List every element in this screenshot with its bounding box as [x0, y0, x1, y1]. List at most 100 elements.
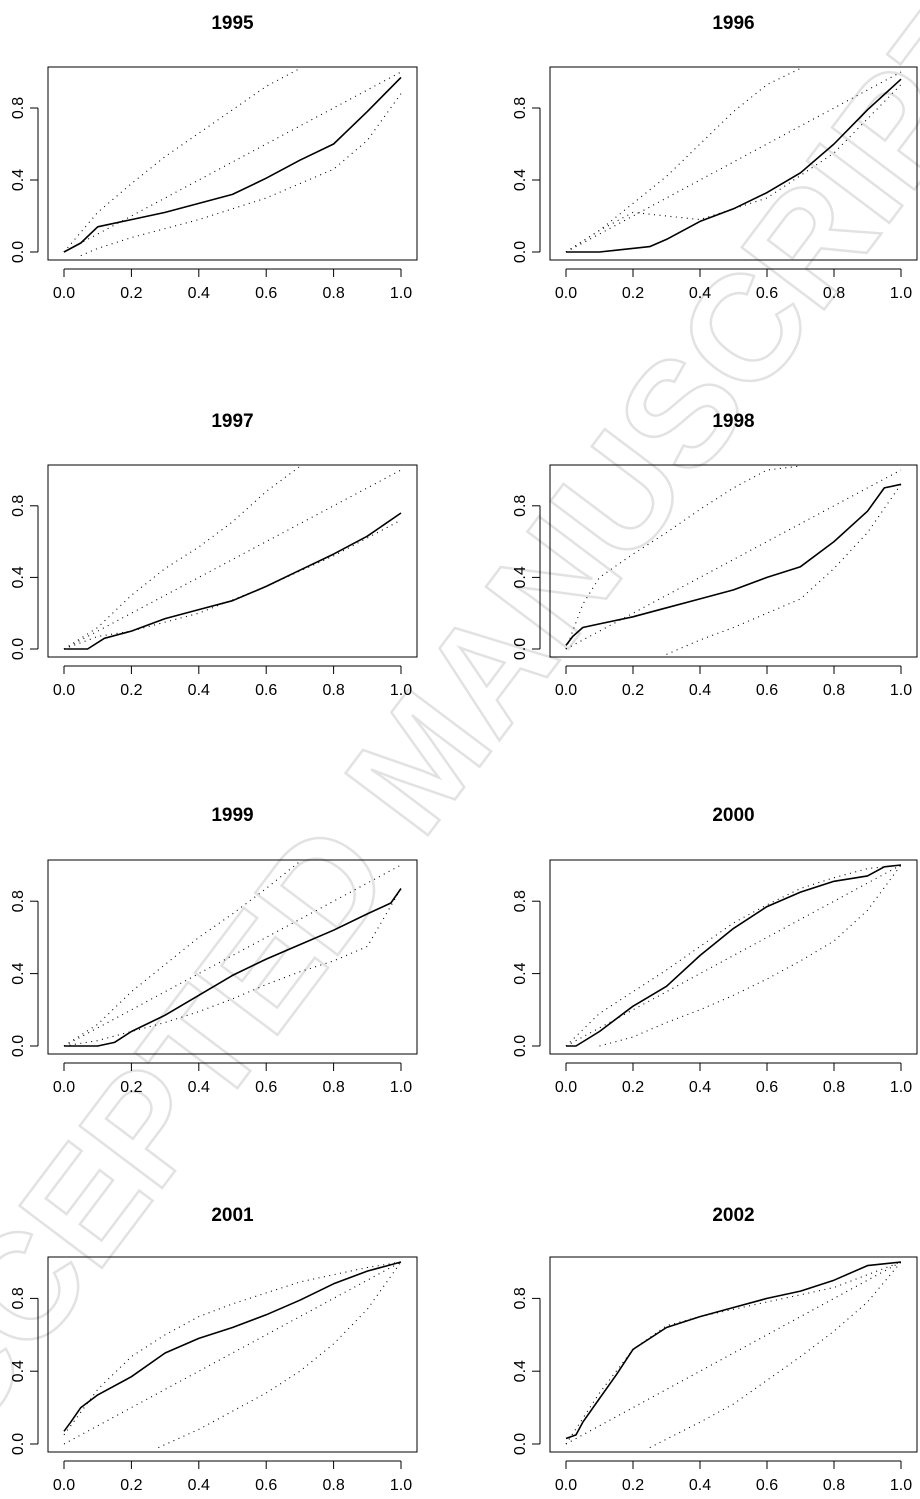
x-tick-label: 0.2 [120, 1477, 142, 1494]
x-tick-label: 0.2 [622, 1477, 644, 1494]
x-tick-label: 0.2 [622, 1079, 644, 1096]
series-line-estimate-0 [566, 864, 902, 1047]
series-line-band-1 [565, 1261, 902, 1445]
series-line-band-2 [63, 71, 402, 253]
x-tick-label: 0.4 [689, 1477, 711, 1494]
chart-panel-1998: 1998 0.0 0.2 0.4 0.6 0.8 1.0 0.0 0.4 0.8 [512, 411, 918, 699]
x-tick-label: 0.2 [622, 682, 644, 699]
y-tick-label: 0.8 [512, 890, 529, 912]
y-tick-label: 0.0 [10, 1035, 27, 1057]
x-tick-label: 0.0 [555, 682, 577, 699]
x-tick-label: 1.0 [390, 285, 412, 302]
x-tick-label: 0.0 [53, 1079, 75, 1096]
x-tick-label: 0.6 [255, 285, 277, 302]
y-tick-label: 0.8 [10, 97, 27, 119]
x-tick-label: 0.8 [823, 1477, 845, 1494]
series-line-band-3 [666, 483, 902, 655]
series-line-estimate-0 [565, 483, 902, 646]
plot-frame [549, 66, 918, 261]
x-tick-label: 0.8 [823, 682, 845, 699]
series-line-band-3 [599, 864, 902, 1047]
chart-panel-2001: 2001 0.0 0.2 0.4 0.6 0.8 1.0 0.0 0.4 0.8 [10, 1205, 418, 1494]
y-tick-label: 0.4 [10, 962, 27, 984]
chart-panel-1995: 1995 0.0 0.2 0.4 0.6 0.8 1.0 0.0 0.4 0.8 [10, 13, 418, 302]
x-tick-label: 0.4 [689, 682, 711, 699]
y-tick-label: 0.0 [512, 638, 529, 660]
x-tick-label: 0.2 [120, 1079, 142, 1096]
x-tick-label: 1.0 [390, 1477, 412, 1494]
y-tick-label: 0.4 [10, 169, 27, 191]
x-tick-label: 0.4 [689, 285, 711, 302]
y-tick-label: 0.0 [512, 1433, 529, 1455]
x-tick-label: 1.0 [890, 1477, 912, 1494]
plot-frame [47, 66, 418, 261]
x-tick-label: 0.0 [53, 1477, 75, 1494]
series-line-band-1 [565, 465, 801, 650]
y-tick-label: 0.4 [10, 1360, 27, 1382]
chart-panel-1999: 1999 0.0 0.2 0.4 0.6 0.8 1.0 0.0 0.4 0.8 [10, 805, 418, 1096]
x-tick-label: 1.0 [890, 285, 912, 302]
plot-frame [47, 859, 418, 1055]
y-tick-label: 0.4 [512, 169, 529, 191]
x-tick-label: 0.0 [555, 1477, 577, 1494]
x-tick-label: 0.4 [188, 285, 210, 302]
x-tick-label: 0.8 [322, 682, 344, 699]
x-tick-label: 0.6 [756, 682, 778, 699]
x-tick-label: 0.6 [255, 1079, 277, 1096]
x-tick-label: 0.0 [555, 285, 577, 302]
x-tick-label: 0.2 [120, 285, 142, 302]
series-line-band-3 [158, 1261, 402, 1449]
x-tick-label: 0.8 [322, 285, 344, 302]
x-tick-label: 1.0 [390, 682, 412, 699]
chart-panel-1997: 1997 0.0 0.2 0.4 0.6 0.8 1.0 0.0 0.4 0.8 [10, 411, 418, 699]
chart-title: 2000 [712, 805, 754, 826]
plot-frame [549, 1256, 918, 1453]
x-tick-label: 0.0 [555, 1079, 577, 1096]
x-tick-label: 0.4 [188, 1477, 210, 1494]
x-tick-label: 0.2 [622, 285, 644, 302]
x-tick-label: 0.2 [120, 682, 142, 699]
x-tick-label: 0.6 [255, 682, 277, 699]
x-tick-label: 1.0 [390, 1079, 412, 1096]
series-line-estimate-0 [64, 888, 402, 1047]
chart-panels: 1995 0.0 0.2 0.4 0.6 0.8 1.0 0.0 0.4 0.8 1996 0.0 0.… [10, 13, 918, 1494]
chart-title: 1996 [712, 13, 754, 34]
chart-panel-2002: 2002 0.0 0.2 0.4 0.6 0.8 1.0 0.0 0.4 0.8 [512, 1205, 918, 1494]
y-tick-label: 0.0 [10, 638, 27, 660]
chart-title: 1997 [211, 411, 253, 432]
series-line-band-1 [63, 67, 301, 253]
x-tick-label: 0.8 [823, 285, 845, 302]
series-line-band-2 [565, 1261, 902, 1445]
y-tick-label: 0.8 [512, 97, 529, 119]
series-line-band-3 [80, 93, 402, 257]
series-line-band-1 [565, 864, 902, 1047]
x-tick-label: 1.0 [890, 1079, 912, 1096]
y-tick-label: 0.0 [512, 241, 529, 263]
chart-title: 2002 [712, 1205, 754, 1226]
y-tick-label: 0.4 [512, 1360, 529, 1382]
series-line-estimate-0 [63, 1261, 402, 1432]
y-tick-label: 0.0 [10, 241, 27, 263]
chart-title: 2001 [211, 1205, 254, 1226]
plot-frame [47, 1256, 418, 1453]
series-line-band-3 [63, 519, 402, 650]
y-tick-label: 0.4 [10, 566, 27, 588]
y-tick-label: 0.8 [512, 1287, 529, 1309]
x-tick-label: 0.8 [322, 1477, 344, 1494]
y-tick-label: 0.8 [512, 495, 529, 517]
x-tick-label: 0.8 [823, 1079, 845, 1096]
x-tick-label: 0.6 [756, 1477, 778, 1494]
series-line-band-1 [565, 67, 801, 253]
x-tick-label: 0.8 [322, 1079, 344, 1096]
chart-title: 1998 [712, 411, 754, 432]
y-tick-label: 0.0 [512, 1035, 529, 1057]
x-tick-label: 0.4 [689, 1079, 711, 1096]
x-tick-label: 0.6 [756, 1079, 778, 1096]
series-line-band-1 [63, 465, 301, 650]
x-tick-label: 0.6 [756, 285, 778, 302]
y-tick-label: 0.8 [10, 1287, 27, 1309]
chart-panel-2000: 2000 0.0 0.2 0.4 0.6 0.8 1.0 0.0 0.4 0.8 [512, 805, 918, 1096]
series-line-band-2 [63, 1261, 402, 1445]
x-tick-label: 0.4 [188, 1079, 210, 1096]
